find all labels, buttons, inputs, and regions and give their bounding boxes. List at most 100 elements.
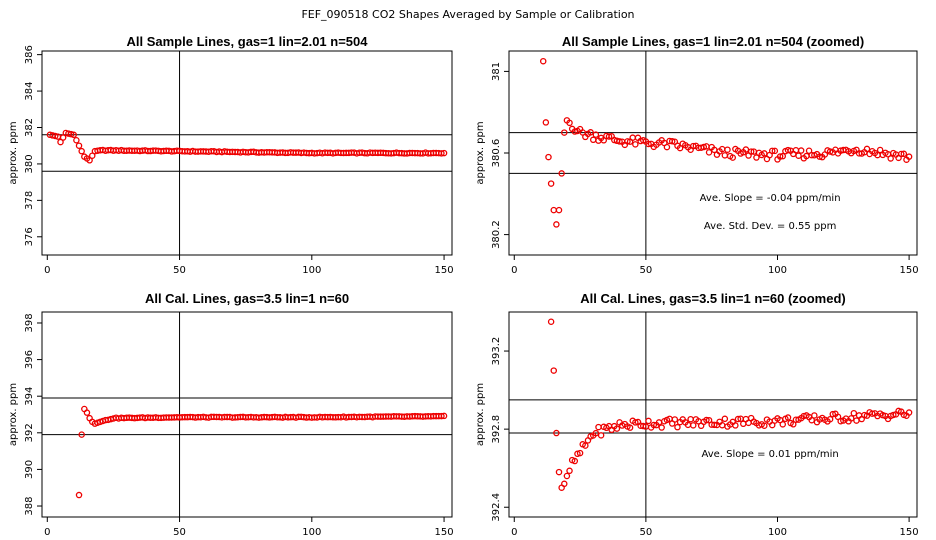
y-tick-label: 380 bbox=[24, 154, 35, 173]
data-point bbox=[547, 180, 555, 187]
data-point bbox=[57, 138, 64, 146]
data-point bbox=[632, 141, 639, 148]
data-point bbox=[658, 424, 665, 431]
data-point bbox=[561, 129, 568, 136]
plot-frame bbox=[41, 50, 453, 256]
data-point bbox=[724, 146, 731, 153]
data-point bbox=[779, 421, 787, 428]
data-point bbox=[613, 425, 621, 432]
data-point bbox=[78, 431, 85, 438]
data-point bbox=[624, 138, 631, 145]
data-point bbox=[438, 412, 445, 420]
data-point bbox=[592, 131, 600, 138]
data-point bbox=[571, 457, 579, 465]
data-point bbox=[592, 429, 600, 437]
y-tick-label: 382 bbox=[24, 118, 35, 137]
data-point bbox=[589, 136, 597, 144]
data-point bbox=[438, 150, 445, 157]
data-point bbox=[668, 137, 676, 145]
x-tick-label: 0 bbox=[44, 527, 50, 538]
data-point bbox=[440, 149, 448, 157]
data-point bbox=[729, 154, 736, 161]
data-point bbox=[869, 410, 876, 417]
data-point bbox=[705, 149, 713, 156]
panel-title: All Sample Lines, gas=1 lin=2.01 n=504 (… bbox=[562, 34, 864, 49]
panel-title: All Cal. Lines, gas=3.5 lin=1 n=60 (zoom… bbox=[580, 291, 846, 306]
data-point bbox=[566, 467, 573, 475]
data-point bbox=[75, 491, 83, 499]
y-tick-label: 393.2 bbox=[491, 337, 502, 366]
data-point bbox=[700, 143, 708, 151]
data-point bbox=[539, 57, 547, 65]
y-tick-label: 386 bbox=[24, 45, 35, 64]
x-tick-label: 50 bbox=[640, 265, 653, 276]
data-point bbox=[563, 472, 571, 480]
data-point bbox=[753, 154, 760, 161]
x-tick-label: 100 bbox=[302, 527, 321, 538]
data-point bbox=[650, 421, 658, 429]
figure-title: FEF_090518 CO2 Shapes Averaged by Sample… bbox=[301, 8, 634, 21]
x-tick-label: 50 bbox=[173, 527, 186, 538]
x-tick-label: 150 bbox=[435, 527, 454, 538]
x-tick-label: 150 bbox=[900, 265, 919, 276]
data-point bbox=[629, 134, 636, 141]
data-point bbox=[703, 416, 710, 424]
data-point bbox=[721, 152, 729, 159]
data-point bbox=[566, 119, 573, 127]
x-tick-label: 50 bbox=[640, 527, 653, 538]
y-tick-label: 380.2 bbox=[491, 220, 502, 249]
data-point bbox=[790, 421, 797, 428]
data-point bbox=[779, 152, 787, 160]
data-point bbox=[73, 136, 80, 144]
data-point bbox=[555, 468, 563, 476]
y-tick-label: 381 bbox=[491, 62, 502, 81]
data-point bbox=[890, 411, 897, 419]
data-point bbox=[626, 424, 634, 431]
data-point bbox=[555, 206, 563, 214]
data-point bbox=[632, 419, 639, 426]
data-point bbox=[75, 142, 83, 149]
x-tick-label: 50 bbox=[173, 265, 186, 276]
y-tick-label: 380.6 bbox=[491, 139, 502, 168]
chart-panel-2: All Sample Lines, gas=1 lin=2.01 n=504 (… bbox=[475, 34, 919, 276]
data-point bbox=[795, 152, 802, 159]
y-axis-label: approx. ppm bbox=[8, 121, 19, 184]
data-point bbox=[829, 410, 837, 418]
data-point bbox=[671, 416, 679, 423]
data-point bbox=[550, 206, 557, 214]
data-point bbox=[853, 417, 860, 424]
x-tick-label: 0 bbox=[511, 265, 517, 276]
data-point bbox=[550, 367, 557, 374]
data-point bbox=[597, 432, 605, 439]
data-point bbox=[83, 409, 91, 416]
data-point bbox=[905, 409, 913, 416]
data-point bbox=[768, 147, 776, 155]
data-point bbox=[826, 415, 834, 423]
y-axis-label: approx. ppm bbox=[475, 383, 486, 446]
data-point bbox=[742, 146, 750, 153]
data-point bbox=[440, 412, 448, 420]
y-tick-label: 398 bbox=[24, 313, 35, 332]
data-point bbox=[639, 422, 647, 430]
x-tick-label: 100 bbox=[768, 527, 787, 538]
data-point bbox=[542, 119, 550, 126]
data-point bbox=[605, 133, 613, 140]
data-point bbox=[850, 409, 858, 417]
data-point bbox=[784, 146, 792, 154]
data-point bbox=[674, 423, 681, 431]
y-axis-label: approx. ppm bbox=[475, 121, 486, 184]
x-tick-label: 100 bbox=[768, 265, 787, 276]
y-tick-label: 392.4 bbox=[491, 493, 502, 522]
y-tick-label: 388 bbox=[24, 496, 35, 515]
y-tick-label: 390 bbox=[24, 460, 35, 479]
data-point bbox=[86, 157, 93, 164]
data-point bbox=[595, 423, 602, 431]
panel-title: All Sample Lines, gas=1 lin=2.01 n=504 bbox=[127, 34, 369, 49]
x-tick-label: 150 bbox=[900, 527, 919, 538]
data-point bbox=[89, 152, 96, 159]
data-point bbox=[784, 414, 792, 421]
data-point bbox=[711, 421, 718, 429]
data-point bbox=[663, 143, 671, 151]
data-point bbox=[797, 147, 805, 154]
